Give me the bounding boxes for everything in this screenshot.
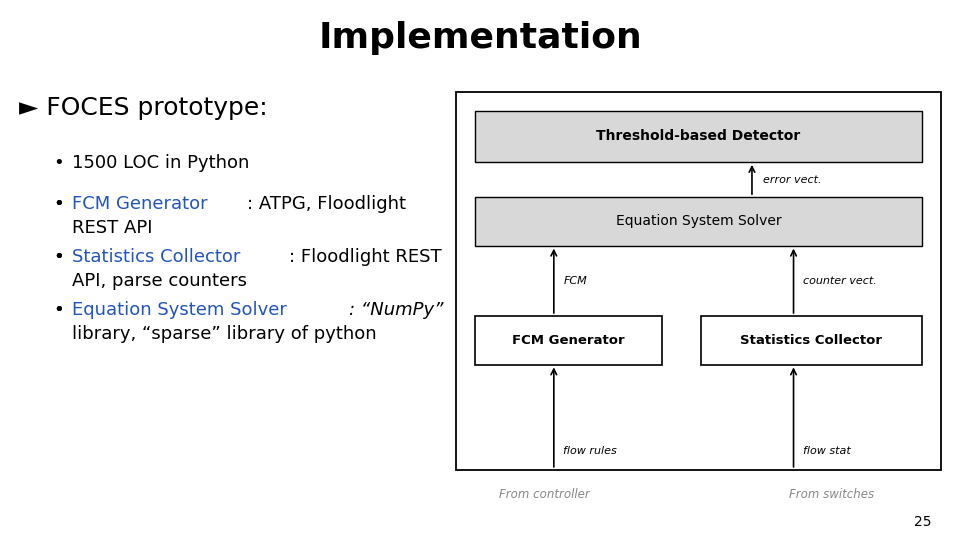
Text: •: • (53, 195, 63, 213)
Text: : ATPG, Floodlight: : ATPG, Floodlight (247, 195, 406, 213)
Text: •: • (53, 195, 63, 213)
Bar (475, 111, 922, 162)
Text: error vect.: error vect. (763, 174, 822, 185)
Bar (701, 316, 922, 364)
Text: Threshold-based Detector: Threshold-based Detector (596, 130, 801, 143)
Text: library, “sparse” library of python: library, “sparse” library of python (72, 325, 376, 342)
Text: FCM Generator: FCM Generator (72, 195, 207, 213)
Text: From switches: From switches (789, 488, 875, 501)
Text: Statistics Collector: Statistics Collector (72, 248, 240, 266)
Text: 1500 LOC in Python: 1500 LOC in Python (72, 154, 250, 172)
Text: Implementation: Implementation (318, 21, 642, 55)
Text: FCM Generator: FCM Generator (513, 334, 625, 347)
Text: FCM: FCM (564, 276, 588, 286)
Text: •: • (53, 301, 63, 319)
Text: API, parse counters: API, parse counters (72, 272, 247, 289)
Text: Equation System Solver: Equation System Solver (72, 301, 287, 319)
Bar (475, 316, 662, 364)
Text: •: • (53, 248, 63, 266)
Text: flow rules: flow rules (564, 446, 617, 456)
Text: ► FOCES prototype:: ► FOCES prototype: (19, 96, 268, 120)
Text: flow stat: flow stat (804, 446, 851, 456)
Text: From controller: From controller (499, 488, 589, 501)
Bar (456, 92, 941, 470)
Text: Statistics Collector: Statistics Collector (740, 334, 882, 347)
Text: REST API: REST API (72, 219, 153, 237)
Text: : Floodlight REST: : Floodlight REST (289, 248, 442, 266)
Bar (475, 197, 922, 246)
Text: 25: 25 (914, 515, 931, 529)
Text: Equation System Solver: Equation System Solver (615, 214, 781, 228)
Text: •: • (53, 154, 63, 172)
Text: •: • (53, 248, 63, 266)
Text: : “NumPy”: : “NumPy” (349, 301, 444, 319)
Text: •: • (53, 301, 63, 319)
Text: counter vect.: counter vect. (804, 276, 876, 286)
